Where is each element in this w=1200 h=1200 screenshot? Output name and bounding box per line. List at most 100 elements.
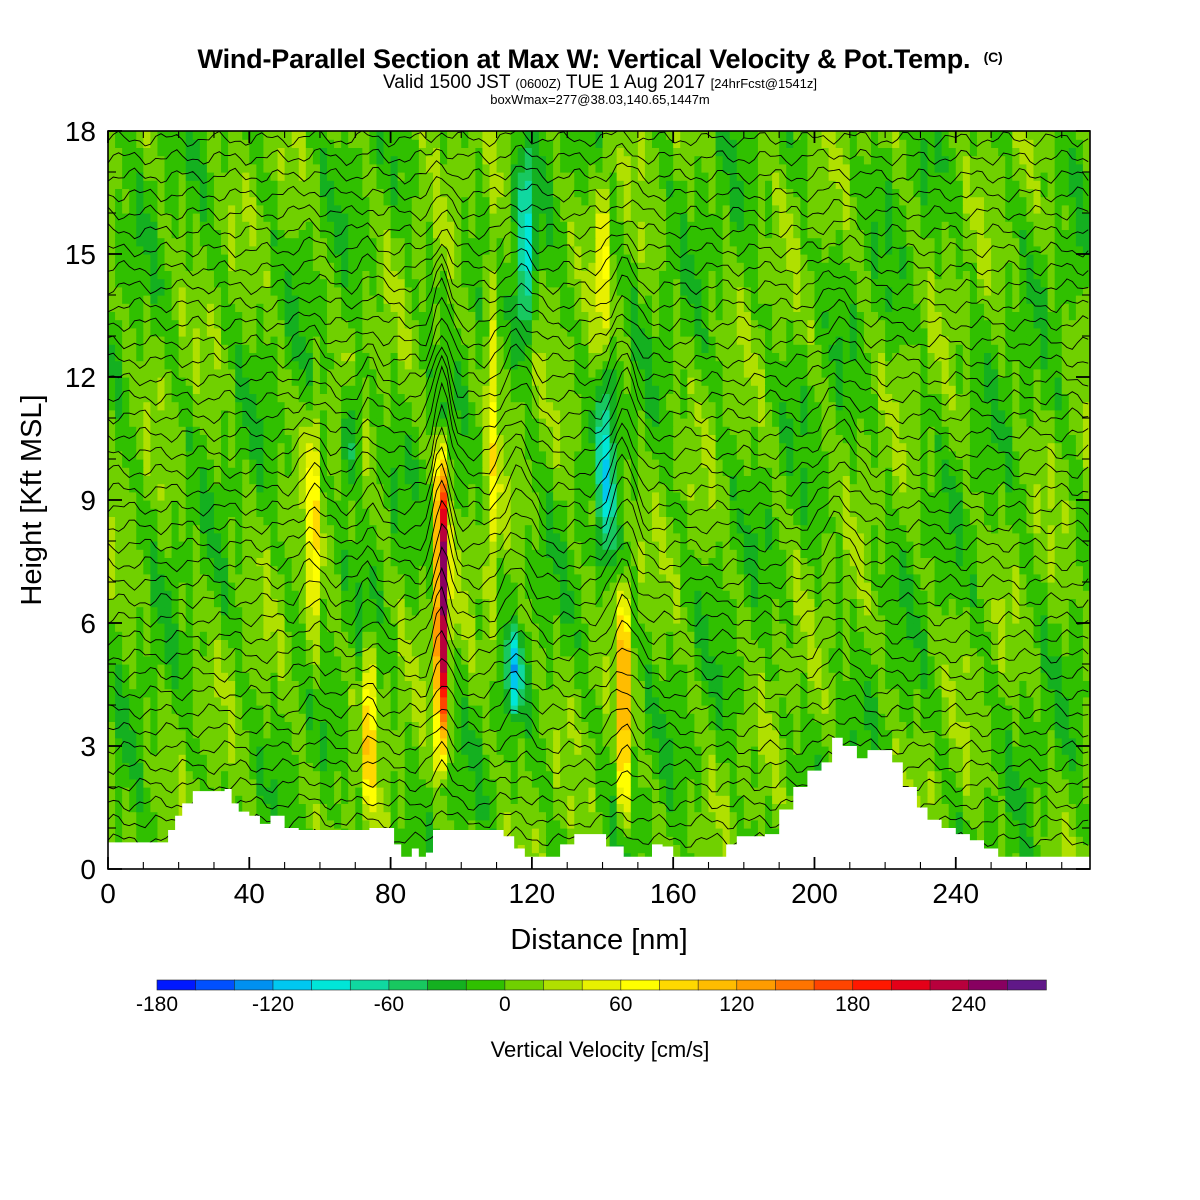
velocity-cell bbox=[404, 614, 413, 624]
velocity-cell bbox=[418, 598, 427, 608]
velocity-cell bbox=[221, 598, 229, 608]
velocity-cell bbox=[496, 573, 505, 583]
velocity-cell bbox=[892, 688, 900, 698]
velocity-cell bbox=[630, 754, 639, 763]
velocity-cell bbox=[885, 705, 893, 714]
velocity-cell bbox=[666, 573, 674, 583]
velocity-cell bbox=[574, 664, 582, 673]
velocity-cell bbox=[418, 754, 427, 763]
velocity-cell bbox=[249, 787, 257, 796]
velocity-cell bbox=[694, 713, 703, 722]
velocity-cell bbox=[828, 590, 837, 599]
velocity-cell bbox=[171, 655, 180, 665]
velocity-cell bbox=[538, 655, 547, 665]
velocity-cell bbox=[192, 762, 201, 772]
velocity-cell bbox=[411, 803, 420, 813]
velocity-cell bbox=[800, 606, 809, 616]
velocity-cell bbox=[560, 828, 568, 837]
velocity-cell bbox=[715, 664, 724, 673]
velocity-cell bbox=[482, 688, 491, 698]
velocity-cell bbox=[312, 746, 321, 755]
velocity-cell bbox=[206, 737, 215, 747]
velocity-cell bbox=[312, 803, 321, 813]
velocity-cell bbox=[397, 647, 406, 657]
velocity-cell bbox=[962, 573, 971, 583]
velocity-cell bbox=[503, 598, 512, 608]
velocity-cell bbox=[842, 582, 851, 591]
velocity-cell bbox=[178, 737, 187, 747]
velocity-cell bbox=[955, 828, 964, 837]
velocity-cell bbox=[256, 729, 265, 739]
velocity-cell bbox=[376, 639, 385, 649]
velocity-cell bbox=[581, 680, 589, 690]
velocity-cell bbox=[531, 696, 540, 706]
velocity-cell bbox=[779, 770, 787, 780]
velocity-cell bbox=[157, 803, 166, 813]
velocity-cell bbox=[284, 729, 293, 739]
velocity-cell bbox=[856, 688, 865, 698]
velocity-cell bbox=[213, 598, 222, 608]
velocity-cell bbox=[595, 803, 604, 813]
velocity-cell bbox=[1047, 672, 1056, 681]
velocity-cell bbox=[404, 590, 413, 599]
velocity-cell bbox=[263, 787, 272, 796]
velocity-cell bbox=[934, 623, 943, 632]
velocity-cell bbox=[708, 582, 717, 591]
velocity-cell bbox=[192, 688, 201, 698]
velocity-cell bbox=[934, 647, 943, 657]
velocity-cell bbox=[538, 705, 547, 714]
velocity-cell bbox=[129, 688, 137, 698]
velocity-cell bbox=[1075, 623, 1084, 632]
velocity-cell bbox=[298, 573, 307, 583]
velocity-cell bbox=[1040, 688, 1049, 698]
velocity-cell bbox=[969, 746, 978, 755]
velocity-cell bbox=[192, 705, 201, 714]
velocity-cell bbox=[192, 647, 201, 657]
velocity-cell bbox=[779, 664, 787, 673]
velocity-cell bbox=[143, 582, 151, 591]
velocity-cell bbox=[609, 664, 618, 673]
velocity-cell bbox=[842, 590, 851, 599]
velocity-cell bbox=[546, 762, 554, 772]
velocity-cell bbox=[849, 614, 858, 624]
velocity-cell bbox=[440, 639, 448, 649]
velocity-cell bbox=[312, 778, 321, 788]
velocity-cell bbox=[687, 614, 695, 624]
velocity-cell bbox=[461, 737, 469, 747]
velocity-cell bbox=[637, 811, 646, 821]
velocity-cell bbox=[425, 573, 434, 583]
velocity-cell bbox=[849, 705, 858, 714]
velocity-cell bbox=[885, 664, 893, 673]
velocity-cell bbox=[856, 737, 865, 747]
velocity-cell bbox=[927, 754, 936, 763]
title-units-tag: (C) bbox=[983, 49, 1003, 65]
velocity-cell bbox=[362, 811, 370, 821]
velocity-cell bbox=[468, 639, 476, 649]
velocity-cell bbox=[482, 664, 491, 673]
velocity-cell bbox=[270, 573, 279, 583]
velocity-cell bbox=[814, 606, 823, 616]
velocity-cell bbox=[736, 705, 745, 714]
velocity-cell bbox=[150, 754, 159, 763]
velocity-cell bbox=[609, 819, 618, 829]
velocity-cell bbox=[510, 828, 519, 837]
velocity-cell bbox=[743, 647, 752, 657]
velocity-cell bbox=[108, 664, 116, 673]
velocity-cell bbox=[581, 795, 589, 804]
velocity-cell bbox=[899, 573, 907, 583]
velocity-cell bbox=[800, 631, 809, 640]
velocity-cell bbox=[807, 582, 816, 591]
velocity-cell bbox=[991, 729, 999, 739]
velocity-cell bbox=[870, 664, 879, 673]
velocity-cell bbox=[242, 746, 250, 755]
velocity-cell bbox=[680, 819, 688, 829]
velocity-cell bbox=[765, 787, 773, 796]
velocity-cell bbox=[793, 754, 801, 763]
velocity-cell bbox=[736, 664, 745, 673]
velocity-cell bbox=[1012, 655, 1020, 665]
velocity-cell bbox=[475, 631, 484, 640]
velocity-cell bbox=[722, 639, 731, 649]
velocity-cell bbox=[150, 795, 159, 804]
velocity-cell bbox=[616, 623, 625, 632]
velocity-cell bbox=[122, 606, 130, 616]
